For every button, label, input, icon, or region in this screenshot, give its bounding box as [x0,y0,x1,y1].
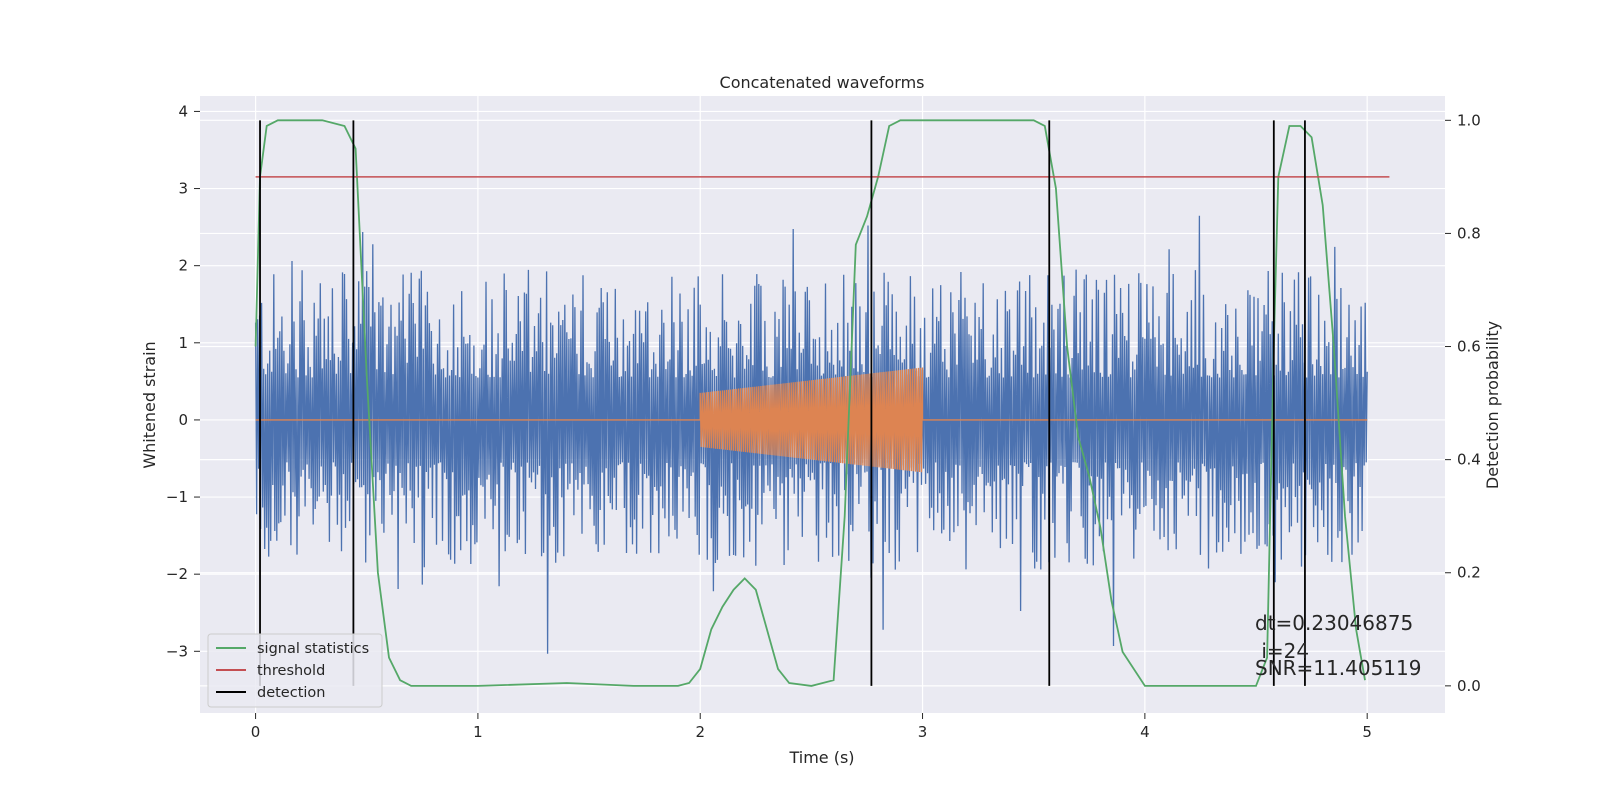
y-tick-label: −2 [166,565,188,583]
ticks: 0 1 2 3 4 5 −3 −2 −1 0 1 2 3 4 0.0 0.2 0.4 0.6 0.8 1.0 [166,102,1481,741]
y-right-tick-label: 0.6 [1457,338,1481,356]
y-right-tick-label: 0.4 [1457,451,1481,469]
x-tick-label: 0 [251,723,261,741]
x-tick-label: 1 [473,723,483,741]
y-tick-label: 3 [178,180,188,198]
x-axis-label: Time (s) [788,748,854,767]
y-tick-label: −1 [166,488,188,506]
y-axis-label-right: Detection probability [1483,321,1502,489]
y-axis-label-left: Whitened strain [140,341,159,468]
y-right-tick-label: 0.2 [1457,564,1481,582]
annotation-box: dt=0.23046875 i=24 SNR=11.405119 [1255,611,1421,680]
chart-title: Concatenated waveforms [720,73,925,92]
x-tick-label: 2 [695,723,705,741]
legend: signal statistics threshold detection [207,633,383,708]
y-tick-label: 0 [178,411,188,429]
legend-label-signal-statistics: signal statistics [257,641,369,657]
y-right-tick-label: 1.0 [1457,111,1481,129]
legend-label-threshold: threshold [257,663,325,679]
y-tick-label: −3 [166,642,188,660]
x-tick-label: 4 [1140,723,1150,741]
x-tick-label: 3 [918,723,928,741]
legend-box [207,633,383,708]
series-signal-statistics-line [254,119,1366,687]
series-noise-line [254,215,1368,654]
y-tick-label: 4 [178,102,188,120]
legend-label-detection: detection [257,685,325,701]
annotation-dt: dt=0.23046875 [1255,611,1413,635]
series-template-line [255,367,1368,473]
y-tick-label: 1 [178,334,188,352]
series-detection-lines [259,120,1306,686]
x-tick-label: 5 [1362,723,1372,741]
y-right-tick-label: 0.0 [1457,677,1481,695]
annotation-i: i=24 [1255,639,1309,663]
chart-marks [254,119,1390,687]
y-right-tick-label: 0.8 [1457,224,1481,242]
annotation-snr: SNR=11.405119 [1255,656,1421,680]
y-tick-label: 2 [178,257,188,275]
